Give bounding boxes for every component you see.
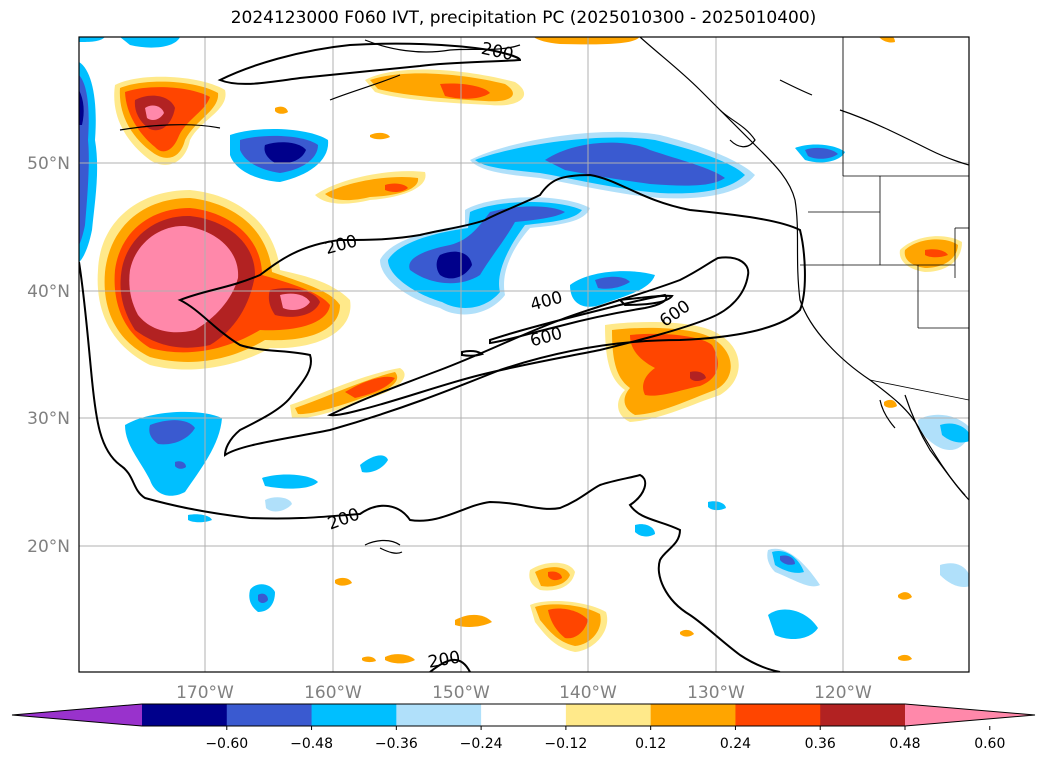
contour-400 (326, 256, 750, 417)
colorbar-swatch (565, 704, 652, 726)
ivt-contours (79, 42, 806, 672)
colorbar-swatch (396, 704, 482, 726)
colorbar-swatch (650, 704, 736, 726)
colorbar-tick-label: 0.48 (889, 736, 920, 752)
gridlines (79, 37, 969, 672)
colorbar-swatch (735, 704, 821, 726)
colorbar-swatch (311, 704, 397, 726)
colorbar-tick-label: 0.12 (635, 736, 666, 752)
lon-label-130w: 130°W (687, 683, 745, 703)
map-panel: 200 200 400 600 600 200 200 (78, 36, 970, 673)
colorbar-extension-low (12, 704, 142, 726)
colorbar-outline (11, 703, 1036, 727)
lon-label-170w: 170°W (176, 683, 234, 703)
contour-200-inner (177, 173, 806, 457)
colorbar: −0.60 −0.48 −0.36 −0.24 −0.12 0.12 0.24 0.36 0.4… (11, 703, 1036, 752)
lon-label-140w: 140°W (559, 683, 617, 703)
colorbar-extension-high (905, 704, 1035, 726)
lat-label-20n: 20°N (27, 537, 70, 557)
colorbar-tick-label: −0.36 (375, 736, 418, 752)
map-title: 2024123000 F060 IVT, precipitation PC (2… (230, 8, 817, 28)
colorbar-tick-label: −0.24 (460, 736, 503, 752)
colorbar-swatch (226, 704, 313, 726)
colorbar-tick-label: 0.24 (720, 736, 751, 752)
state-borders (800, 37, 969, 401)
lat-labels: 50°N 40°N 30°N 20°N (27, 154, 70, 557)
lat-label-40n: 40°N (27, 282, 70, 302)
colorbar-tick-label: −0.48 (290, 736, 333, 752)
lon-label-150w: 150°W (432, 683, 490, 703)
colorbar-tick-label: 0.36 (805, 736, 836, 752)
lon-label-160w: 160°W (304, 683, 362, 703)
lat-label-30n: 30°N (27, 409, 70, 429)
contour-200-outer (79, 261, 781, 672)
lat-label-50n: 50°N (27, 154, 70, 174)
colorbar-swatch (142, 704, 228, 726)
colorbar-tick-label: −0.60 (205, 736, 248, 752)
map-frame (78, 36, 970, 673)
colorbar-swatch (481, 704, 567, 726)
contour-200-top (217, 42, 522, 85)
lon-labels: 170°W 160°W 150°W 140°W 130°W 120°W (176, 683, 872, 703)
colorbar-swatch (820, 704, 906, 726)
lon-label-120w: 120°W (814, 683, 872, 703)
colorbar-tick-label: 0.60 (974, 736, 1005, 752)
coastlines (119, 37, 969, 554)
shading-layer (79, 37, 969, 664)
colorbar-tick-label: −0.12 (544, 736, 587, 752)
